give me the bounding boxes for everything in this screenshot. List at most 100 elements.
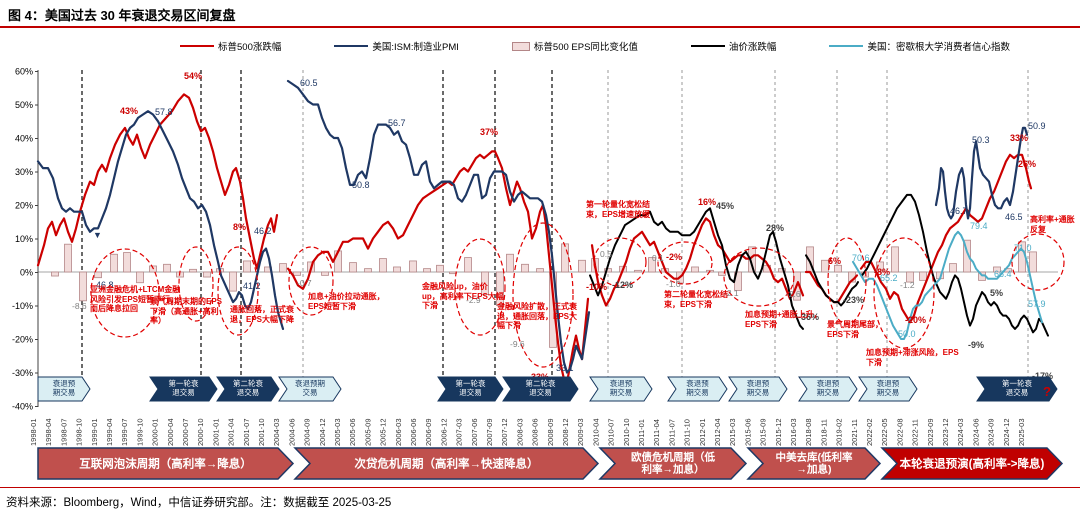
- x-axis-label: 2011-01: [637, 419, 646, 446]
- y-axis-label: -40%: [12, 402, 33, 412]
- x-axis-label: 2021-11: [850, 419, 859, 446]
- value-callout: 50.9: [1028, 121, 1046, 131]
- sp500-line: [590, 217, 805, 307]
- eps-bar: [321, 271, 329, 276]
- red-annotation-5: 金融风险扩散，正式衰退，通胀回落，EPS大幅下滑: [497, 302, 578, 330]
- trade-arrow-label: 退交易: [172, 387, 195, 397]
- value-callout: -2.1: [724, 288, 739, 298]
- red-annotation-2: 通胀回落，正式衰退，EPS大幅下降: [230, 305, 295, 324]
- value-callout: 5%: [990, 288, 1003, 298]
- eps-bar: [963, 239, 971, 273]
- cycle-arrow-label: 利率→加息）: [642, 463, 705, 476]
- cycle-arrow-label: 次贷危机周期（高利率→快速降息）: [355, 457, 539, 471]
- value-callout: -2%: [666, 252, 682, 262]
- value-callout: -0.7: [297, 278, 312, 288]
- value-callout: -23%: [843, 295, 864, 305]
- x-axis-label: 2008-09: [546, 418, 555, 446]
- highlight-ellipse: [90, 248, 160, 338]
- recession-expectation-arrow: [728, 376, 788, 402]
- oil-price-line: [805, 254, 859, 307]
- x-axis-label: 2015-12: [774, 418, 783, 446]
- ism-pmi-line: [934, 126, 1029, 220]
- cycle-arrow-label: →加息): [797, 463, 832, 476]
- x-axis-label: 1998-10: [75, 418, 84, 446]
- trade-arrow-label: 期交易: [53, 387, 76, 397]
- x-axis-label: 2022-02: [865, 418, 874, 446]
- trade-arrow-label: 退交易: [237, 387, 260, 397]
- x-axis-label: 2006-09: [424, 418, 433, 446]
- x-axis-label: 2000-10: [196, 418, 205, 446]
- x-axis-label: 2004-06: [287, 418, 296, 446]
- eps-bar: [189, 268, 197, 273]
- legend-line-swatch: [690, 45, 725, 47]
- ism-pmi-line: [286, 79, 591, 374]
- x-axis-label: 2005-09: [363, 418, 372, 446]
- eps-bar: [648, 257, 656, 273]
- x-axis-label: 2001-07: [242, 418, 251, 446]
- eps-bar: [876, 261, 884, 273]
- value-callout: 46.2: [254, 226, 272, 236]
- eps-bar: [293, 271, 301, 276]
- x-axis-label: 2004-12: [318, 418, 327, 446]
- highlight-ellipse: [288, 246, 334, 316]
- x-axis-label: 2015-09: [759, 418, 768, 446]
- x-axis-label: 2018-11: [819, 419, 828, 446]
- highlight-ellipse: [454, 238, 506, 336]
- x-axis-label: 1999-07: [120, 418, 129, 446]
- eps-bar: [79, 271, 87, 302]
- eps-bar: [279, 263, 287, 273]
- highlight-ellipse: [723, 247, 795, 307]
- eps-bar: [123, 252, 131, 273]
- trade-arrow-label: 衰退预: [53, 378, 76, 388]
- legend-item-1: 美国:ISM:制造业PMI: [334, 39, 459, 53]
- x-axis-label: 2022-11: [911, 419, 920, 446]
- x-axis-label: 2024-06: [971, 418, 980, 446]
- eps-bar: [51, 271, 59, 277]
- eps-bar: [436, 264, 444, 273]
- trade-arrow-label: 衰退预: [817, 378, 840, 388]
- value-callout: ▼: [93, 230, 102, 240]
- recession-expectation-arrow: [798, 376, 858, 402]
- cycle-arrow-label: 中美去库(低利率: [776, 451, 853, 464]
- value-callout: 26%: [1018, 159, 1036, 169]
- x-axis-label: 2024-03: [956, 418, 965, 446]
- x-axis-label: 2023-12: [941, 418, 950, 446]
- x-axis-label: 2006-06: [409, 418, 418, 446]
- legend-line-swatch: [829, 45, 864, 47]
- eps-bar: [561, 243, 569, 273]
- trade-arrow-label: 退交易: [1006, 387, 1029, 397]
- highlight-ellipse: [1011, 233, 1065, 291]
- x-axis-label: 2007-09: [485, 418, 494, 446]
- eps-bar: [691, 266, 699, 273]
- eps-bar: [906, 271, 914, 283]
- trade-arrow-label: 衰退预: [610, 378, 633, 388]
- y-axis-label: 20%: [15, 201, 33, 211]
- eps-bar: [949, 263, 957, 273]
- x-axis-label: 2022-05: [880, 418, 889, 446]
- red-annotation-6: 第一轮量化宽松结束，EPS增速放缓: [586, 200, 651, 219]
- highlight-ellipse: [873, 237, 935, 349]
- trade-arrow-label: 期交易: [877, 387, 900, 397]
- eps-bar: [821, 259, 829, 273]
- x-axis-label: 2009-03: [576, 418, 585, 446]
- trade-arrow-label: 第一轮衰: [456, 378, 486, 388]
- x-axis-label: 2005-12: [379, 418, 388, 446]
- value-callout: 45%: [716, 201, 734, 211]
- legend-label: 美国：密歇根大学消费者信心指数: [867, 42, 1010, 53]
- value-callout: 0.5: [600, 249, 612, 259]
- x-axis-label: 2010-10: [622, 418, 631, 446]
- cycle-arrow-label: 欧债危机周期（低: [631, 451, 715, 464]
- eps-bar: [364, 268, 372, 273]
- recession-expectation-arrow: [589, 376, 653, 402]
- x-axis-label: 2024-12: [1002, 418, 1011, 446]
- recession-round-arrow: [502, 376, 579, 402]
- x-axis-label: 2004-03: [272, 418, 281, 446]
- value-callout: 57.9: [1028, 299, 1046, 309]
- value-callout: -10%: [586, 282, 607, 292]
- sp500-line: [859, 153, 1033, 324]
- eps-bar: [163, 263, 171, 273]
- x-axis-label: 2006-12: [439, 418, 448, 446]
- value-callout: 6%: [828, 256, 841, 266]
- x-axis-label: 2012-01: [698, 418, 707, 446]
- x-axis-label: 1999-10: [135, 418, 144, 446]
